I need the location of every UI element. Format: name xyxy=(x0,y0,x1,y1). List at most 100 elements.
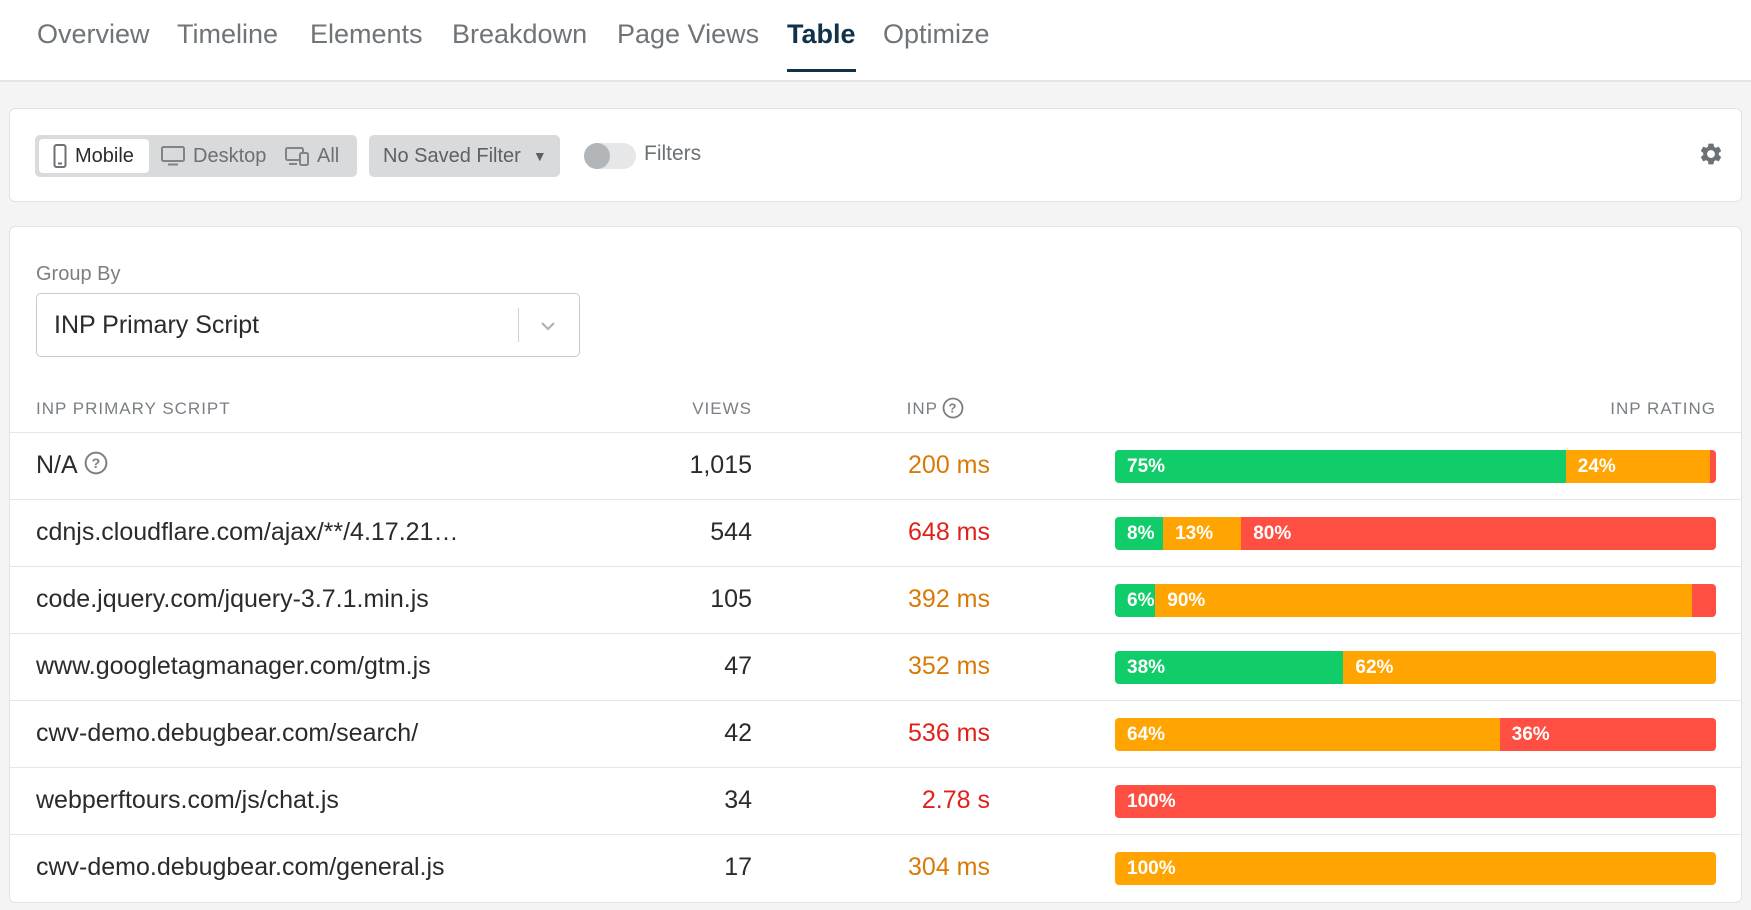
device-mobile-label: Mobile xyxy=(75,144,134,167)
rating-segment-label: 100% xyxy=(1127,791,1176,812)
rating-segment-label: 90% xyxy=(1167,590,1206,611)
device-mobile-button[interactable]: Mobile xyxy=(39,139,149,173)
table-row[interactable]: webperftours.com/js/chat.js 34 2.78 s 100% xyxy=(10,767,1741,834)
column-header-name[interactable]: INP PRIMARY SCRIPT xyxy=(36,399,231,418)
filters-toggle[interactable] xyxy=(584,143,636,169)
row-script-name: webperftours.com/js/chat.js xyxy=(36,786,339,815)
tab-timeline[interactable]: Timeline xyxy=(177,19,279,49)
device-all-button[interactable]: All xyxy=(285,139,351,173)
row-script-name: code.jquery.com/jquery-3.7.1.min.js xyxy=(36,585,429,614)
help-icon[interactable]: ? xyxy=(84,451,108,482)
rating-segment-needs-improvement: 62% xyxy=(1343,651,1716,684)
row-script-name: cwv-demo.debugbear.com/search/ xyxy=(36,719,418,748)
table-card: Group By INP Primary Script INP PRIMARY … xyxy=(9,226,1742,903)
row-script-name-text: webperftours.com/js/chat.js xyxy=(36,786,339,814)
table-row[interactable]: cwv-demo.debugbear.com/search/42 536 ms 64… xyxy=(10,700,1741,767)
column-header-inp-label: INP xyxy=(906,399,938,418)
rating-segment-label: 64% xyxy=(1127,724,1166,745)
column-header-views[interactable]: VIEWS xyxy=(692,399,752,418)
rating-segment-poor: 36% xyxy=(1499,718,1716,751)
table-row[interactable]: www.googletagmanager.com/gtm.js 47 352 ms 3… xyxy=(10,633,1741,700)
row-script-name: N/A? xyxy=(36,451,108,482)
rating-segment-poor xyxy=(1691,584,1716,617)
device-desktop-button[interactable]: Desktop xyxy=(161,139,269,173)
saved-filter-label: No Saved Filter xyxy=(383,144,521,167)
row-views: 47 xyxy=(724,652,752,680)
tab-optimize[interactable]: Optimize xyxy=(883,19,990,49)
filter-bar: Mobile Desktop All No Saved Filter ▼ Fil… xyxy=(9,108,1742,202)
rating-segment-good: 6% xyxy=(1115,584,1156,617)
saved-filter-dropdown[interactable]: No Saved Filter ▼ xyxy=(369,135,560,177)
inp-rating-bar: 38% 62% xyxy=(1115,651,1716,684)
row-script-name-text: code.jquery.com/jquery-3.7.1.min.js xyxy=(36,585,429,613)
group-by-value: INP Primary Script xyxy=(54,311,260,339)
row-script-name-text: cwv-demo.debugbear.com/search/ xyxy=(36,719,419,747)
row-views: 17 xyxy=(724,853,752,881)
rating-segment-needs-improvement: 90% xyxy=(1155,584,1692,617)
rating-segment-poor: 100% xyxy=(1115,785,1716,818)
tab-elements[interactable]: Elements xyxy=(310,19,423,49)
row-script-name-text: www.googletagmanager.com/gtm.js xyxy=(36,652,431,680)
inp-rating-bar: 100% xyxy=(1115,785,1716,818)
tab-page-views[interactable]: Page Views xyxy=(617,19,760,49)
select-separator xyxy=(518,308,519,342)
row-script-name-text: cdnjs.cloudflare.com/ajax/**/4.17.21… xyxy=(36,518,459,546)
rating-segment-needs-improvement: 100% xyxy=(1115,852,1716,885)
inp-rating-bar: 100% xyxy=(1115,852,1716,885)
row-views: 1,015 xyxy=(689,451,752,479)
caret-down-icon: ▼ xyxy=(532,148,547,164)
row-inp: 2.78 s xyxy=(921,786,990,814)
rating-segment-needs-improvement: 13% xyxy=(1163,517,1242,550)
column-header-inp[interactable]: INP? xyxy=(850,397,964,419)
rating-segment-good: 75% xyxy=(1115,450,1566,483)
tab-breakdown[interactable]: Breakdown xyxy=(452,19,588,49)
rating-segment-label: 13% xyxy=(1175,523,1214,544)
rating-segment-label: 80% xyxy=(1253,523,1292,544)
tab-overview[interactable]: Overview xyxy=(37,19,150,49)
table-row[interactable]: code.jquery.com/jquery-3.7.1.min.js 105 39… xyxy=(10,566,1741,633)
rating-segment-needs-improvement: 24% xyxy=(1565,450,1710,483)
tab-bar: Overview Timeline Elements Breakdown Pag… xyxy=(0,0,1751,82)
rating-segment-label: 75% xyxy=(1127,456,1166,477)
toggle-knob xyxy=(584,143,610,169)
gear-icon[interactable] xyxy=(1698,141,1724,172)
device-all-label: All xyxy=(317,144,340,167)
row-views: 42 xyxy=(724,719,752,747)
row-script-name-text: N/A xyxy=(36,451,78,480)
row-script-name-text: cwv-demo.debugbear.com/general.js xyxy=(36,853,445,881)
inp-rating-bar: 75% 24% xyxy=(1115,450,1716,483)
filters-toggle-label: Filters xyxy=(644,142,702,165)
column-header-rating[interactable]: INP RATING xyxy=(1610,399,1716,418)
svg-text:?: ? xyxy=(91,456,100,472)
inp-rating-bar: 8% 13% 80% xyxy=(1115,517,1716,550)
rating-segment-needs-improvement: 64% xyxy=(1115,718,1500,751)
rating-segment-poor: 80% xyxy=(1241,517,1716,550)
rating-segment-label: 36% xyxy=(1511,724,1550,745)
device-selector: Mobile Desktop All xyxy=(35,135,357,177)
rating-segment-label: 38% xyxy=(1127,657,1166,678)
all-devices-icon xyxy=(285,147,309,166)
mobile-icon xyxy=(53,144,67,168)
group-by-select[interactable]: INP Primary Script xyxy=(36,293,580,357)
inp-rating-bar: 6% 90% xyxy=(1115,584,1716,617)
desktop-icon xyxy=(161,146,185,166)
rating-segment-label: 62% xyxy=(1355,657,1394,678)
row-inp: 304 ms xyxy=(908,853,990,881)
inp-rating-bar: 64% 36% xyxy=(1115,718,1716,751)
table-row[interactable]: cwv-demo.debugbear.com/general.js 17 304 m… xyxy=(10,834,1741,901)
row-inp: 536 ms xyxy=(908,719,990,747)
row-inp: 200 ms xyxy=(908,451,990,479)
tab-table[interactable]: Table xyxy=(787,14,856,72)
rating-segment-poor xyxy=(1709,450,1716,483)
rating-segment-good: 8% xyxy=(1115,517,1164,550)
svg-text:?: ? xyxy=(949,400,958,415)
table-row[interactable]: cdnjs.cloudflare.com/ajax/**/4.17.21… 544… xyxy=(10,499,1741,566)
rating-segment-label: 24% xyxy=(1577,456,1616,477)
row-views: 105 xyxy=(710,585,752,613)
row-inp: 392 ms xyxy=(908,585,990,613)
table-row[interactable]: N/A? 1,015 200 ms 75% 24% xyxy=(10,432,1741,499)
help-icon[interactable]: ? xyxy=(942,397,964,419)
row-inp: 352 ms xyxy=(908,652,990,680)
chevron-down-icon xyxy=(541,322,555,331)
row-inp: 648 ms xyxy=(908,518,990,546)
